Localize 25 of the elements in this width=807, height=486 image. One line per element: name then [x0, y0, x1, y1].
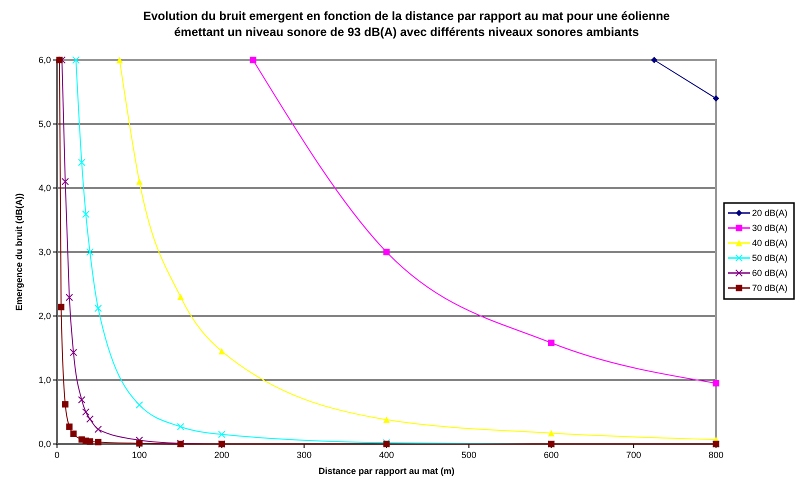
- x-tick-label: 200: [214, 450, 230, 460]
- legend-label: 40 dB(A): [752, 238, 788, 248]
- x-tick-label: 100: [132, 450, 147, 460]
- y-axis-title: Emergence du bruit (dB(A)): [14, 193, 24, 311]
- legend-label: 60 dB(A): [752, 268, 788, 278]
- x-tick-label: 700: [626, 450, 642, 460]
- x-axis-title: Distance par rapport au mat (m): [318, 466, 455, 476]
- x-tick-label: 500: [461, 450, 476, 460]
- y-tick-label: 2,0: [38, 311, 51, 321]
- y-tick-label: 1,0: [38, 375, 51, 385]
- x-tick-label: 800: [708, 450, 724, 460]
- x-tick-label: 600: [544, 450, 559, 460]
- legend-label: 30 dB(A): [752, 223, 788, 233]
- chart-title: Evolution du bruit emergent en fonction de la distance par rapport au mat pour une éolienne émettant un niveau sonore de 93 dB(A) avec différents niveaux sonores ambiants: [143, 9, 670, 39]
- y-tick-label: 4,0: [38, 183, 51, 193]
- y-tick-label: 6,0: [38, 55, 51, 65]
- x-tick-label: 300: [296, 450, 312, 460]
- y-tick-label: 3,0: [38, 247, 51, 257]
- legend-label: 20 dB(A): [752, 208, 788, 218]
- legend-label: 70 dB(A): [752, 283, 788, 293]
- y-tick-label: 0,0: [38, 439, 51, 449]
- x-tick-label: 0: [54, 450, 60, 460]
- y-tick-label: 5,0: [38, 119, 51, 129]
- x-tick-label: 400: [378, 450, 394, 460]
- legend-label: 50 dB(A): [752, 253, 788, 263]
